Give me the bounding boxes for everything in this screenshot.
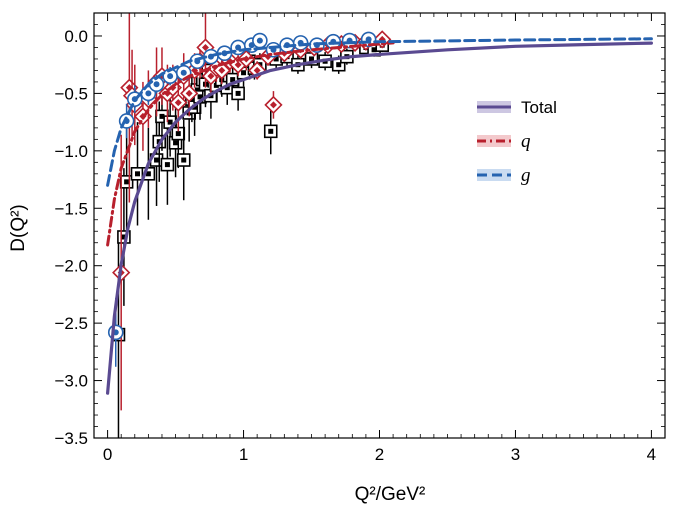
data-point-center <box>218 66 226 74</box>
data-point-center <box>174 99 182 107</box>
data-point-center <box>175 131 181 137</box>
data-point-center <box>207 72 215 80</box>
data-point-center <box>230 77 236 83</box>
data-point-center <box>167 119 173 125</box>
legend-band <box>477 135 511 147</box>
y-tick-label: −3.5 <box>54 429 88 448</box>
series-line-q <box>106 41 395 247</box>
y-tick-label: −0.5 <box>54 84 88 103</box>
x-tick-label: 1 <box>239 445 248 464</box>
y-axis-label: D(Q²) <box>8 204 29 251</box>
data-point-center <box>273 56 279 62</box>
data-point-center <box>121 234 127 240</box>
x-tick-label: 3 <box>511 445 520 464</box>
data-point-center <box>173 140 179 146</box>
data-point-center <box>153 81 160 88</box>
data-point-center <box>167 73 174 80</box>
y-tick-label: −3.0 <box>54 372 88 391</box>
legend: Total qg <box>477 98 557 186</box>
x-tick-label: 0 <box>103 445 112 464</box>
series-line-g <box>106 37 653 187</box>
x-axis-label: Q²/GeV² <box>355 484 426 505</box>
y-tick-label: 0.0 <box>64 27 88 46</box>
data-point-center <box>181 157 187 163</box>
data-point-center <box>135 171 141 177</box>
data-point-center <box>336 62 342 68</box>
y-tick-label: −2.5 <box>54 314 88 333</box>
data-point-center <box>241 70 247 76</box>
legend-label: g <box>521 165 531 186</box>
data-point-center <box>234 61 242 69</box>
x-tick-label: 4 <box>647 445 656 464</box>
data-point-center <box>235 90 241 96</box>
data-point-center <box>159 113 165 119</box>
data-point-center <box>309 56 315 62</box>
data-point-center <box>180 69 187 76</box>
data-point-center <box>145 171 151 177</box>
data-point-center <box>253 66 261 74</box>
y-tick-label: −1.5 <box>54 199 88 218</box>
data-point-center <box>164 162 170 168</box>
series-line-Total <box>106 41 653 395</box>
data-point-center <box>269 101 277 109</box>
data-point-center <box>185 89 193 97</box>
data-points <box>106 13 653 438</box>
data-point-center <box>197 94 203 100</box>
data-point-center <box>268 128 274 134</box>
data-point-center <box>124 179 130 185</box>
y-tick-label: −1.0 <box>54 142 88 161</box>
x-tick-label: 2 <box>375 445 384 464</box>
axis-ticks: 0 1 2 3 4 0.0 −0.5 −1.0 −1.5 −2.0 −2.5 −3.0 −3.5 <box>54 12 666 464</box>
data-point-center <box>371 47 377 53</box>
data-point-center <box>154 157 160 163</box>
data-point-center <box>256 37 263 44</box>
plot-frame <box>93 12 666 439</box>
data-point-center <box>194 87 200 93</box>
data-point-center <box>224 85 230 91</box>
data-point-center <box>201 43 209 51</box>
data-point-center <box>145 90 152 97</box>
y-tick-label: −2.0 <box>54 257 88 276</box>
legend-label: q <box>521 131 531 152</box>
legend-label: Total <box>521 98 557 117</box>
